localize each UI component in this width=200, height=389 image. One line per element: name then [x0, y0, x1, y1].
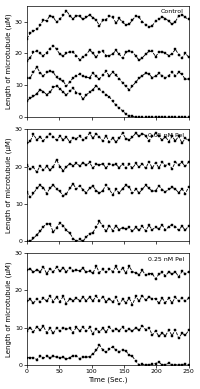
- Text: 0.05 nM Pel: 0.05 nM Pel: [148, 133, 184, 138]
- Y-axis label: Length of microtubule (μM): Length of microtubule (μM): [6, 137, 12, 233]
- Y-axis label: Length of microtubule (μM): Length of microtubule (μM): [6, 261, 12, 357]
- Text: 0.25 nM Pel: 0.25 nM Pel: [148, 256, 184, 261]
- Text: Control: Control: [161, 9, 184, 14]
- Y-axis label: Length of microtubule (μM): Length of microtubule (μM): [6, 14, 12, 109]
- X-axis label: Time (Sec.): Time (Sec.): [88, 377, 127, 384]
